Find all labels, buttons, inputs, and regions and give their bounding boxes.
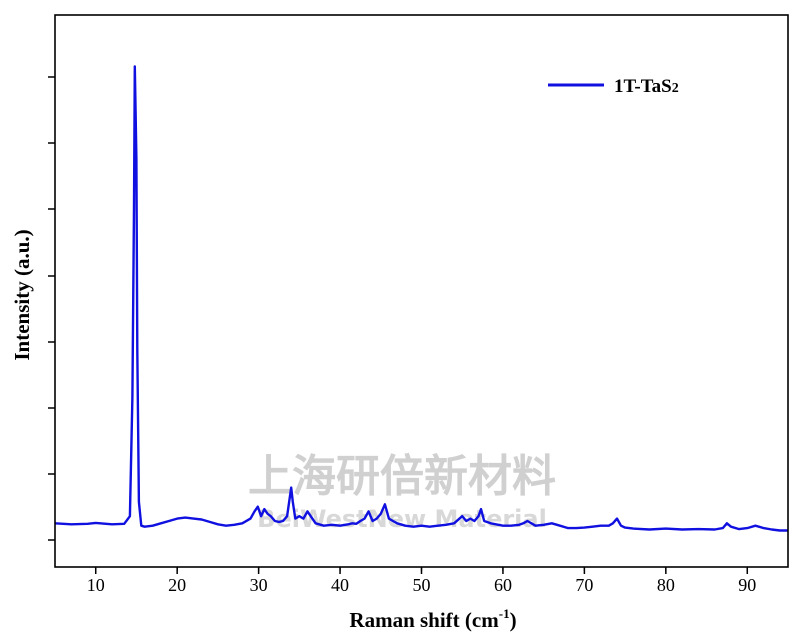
x-tick-label: 10 [87,575,105,595]
x-tick-label: 90 [738,575,756,595]
legend: 1T-TaS2 [548,76,679,97]
x-tick-label: 40 [331,575,349,595]
watermark: 上海研倍新材料 BeiWestNew Material [248,451,556,533]
x-tick-label: 20 [168,575,186,595]
x-axis-ticks: 10 20 30 40 50 60 70 80 90 [87,567,756,595]
y-axis-ticks [48,76,55,541]
x-axis-title: Raman shift (cm-1) [349,606,516,632]
series-layer [54,65,788,532]
x-tick-label: 30 [250,575,268,595]
watermark-chinese: 上海研倍新材料 [248,451,556,502]
watermark-english: BeiWestNew Material [257,505,547,533]
x-tick-label: 80 [657,575,675,595]
x-tick-label: 60 [494,575,512,595]
y-axis-title: Intensity (a.u.) [10,229,34,360]
x-tick-label: 70 [575,575,593,595]
legend-label: 1T-TaS2 [614,76,679,97]
x-tick-label: 50 [413,575,431,595]
series-line-0 [54,65,788,532]
